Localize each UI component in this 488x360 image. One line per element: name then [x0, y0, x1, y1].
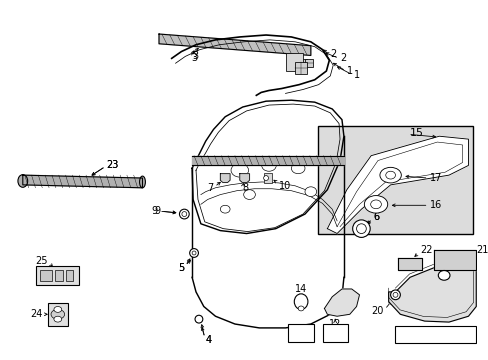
Text: 10: 10 [278, 181, 290, 191]
Bar [48, 303, 67, 326]
Ellipse shape [370, 200, 381, 209]
Text: 3: 3 [191, 53, 197, 63]
Text: 15: 15 [409, 128, 423, 138]
Bar [55, 270, 62, 281]
Polygon shape [159, 34, 310, 55]
Text: 24: 24 [30, 309, 42, 319]
Text: 20: 20 [371, 306, 383, 316]
Bar [305, 59, 312, 67]
Text: 6: 6 [372, 212, 379, 222]
Ellipse shape [291, 163, 305, 174]
Ellipse shape [263, 176, 268, 180]
Bar [264, 173, 271, 183]
Text: 22: 22 [419, 245, 431, 255]
Bar [322, 324, 347, 342]
Text: 9: 9 [154, 206, 160, 216]
Ellipse shape [54, 316, 61, 322]
Text: 13: 13 [294, 333, 306, 343]
Bar [295, 62, 306, 74]
Polygon shape [220, 174, 229, 183]
Bar [36, 266, 79, 285]
Text: 2: 2 [339, 53, 346, 63]
Polygon shape [326, 136, 468, 234]
Ellipse shape [437, 270, 449, 280]
Ellipse shape [298, 306, 304, 311]
Text: 8: 8 [242, 183, 248, 193]
Ellipse shape [18, 175, 28, 187]
Ellipse shape [51, 310, 64, 319]
Ellipse shape [379, 167, 401, 183]
Bar [317, 126, 472, 234]
Bar [288, 324, 313, 342]
Ellipse shape [179, 209, 189, 219]
Bar [285, 54, 303, 71]
Text: 9: 9 [151, 206, 157, 216]
Ellipse shape [261, 159, 276, 171]
Bar [299, 59, 306, 67]
Bar [40, 270, 52, 281]
Text: 18: 18 [429, 333, 442, 343]
Ellipse shape [305, 187, 316, 197]
Ellipse shape [182, 212, 186, 216]
Polygon shape [239, 174, 249, 183]
Text: 4: 4 [205, 334, 211, 345]
Ellipse shape [230, 163, 248, 177]
Ellipse shape [54, 306, 61, 312]
Ellipse shape [192, 251, 196, 255]
Text: 14: 14 [294, 284, 306, 294]
Text: 3: 3 [192, 51, 198, 62]
Text: 11: 11 [328, 333, 341, 343]
Ellipse shape [385, 171, 395, 179]
Text: 21: 21 [475, 245, 488, 255]
Text: 19: 19 [458, 265, 470, 275]
Text: 2: 2 [329, 49, 336, 59]
Polygon shape [388, 266, 475, 322]
Bar [65, 270, 73, 281]
Text: 6: 6 [372, 212, 379, 222]
Polygon shape [433, 250, 475, 270]
Text: 5: 5 [178, 262, 184, 273]
Text: 1: 1 [346, 66, 352, 76]
Polygon shape [324, 289, 359, 316]
Text: 5: 5 [178, 262, 184, 273]
Text: 1: 1 [353, 70, 359, 80]
Ellipse shape [352, 220, 369, 237]
Ellipse shape [364, 195, 387, 213]
Ellipse shape [195, 315, 203, 323]
Ellipse shape [392, 292, 397, 297]
Polygon shape [23, 175, 142, 188]
Ellipse shape [294, 294, 307, 310]
Polygon shape [192, 156, 343, 165]
Ellipse shape [139, 176, 145, 188]
Text: 4: 4 [205, 334, 211, 345]
Text: 23: 23 [106, 161, 119, 170]
Ellipse shape [189, 249, 198, 257]
Text: 7: 7 [207, 183, 213, 193]
Bar [395, 326, 475, 343]
Ellipse shape [243, 190, 255, 199]
Text: 12: 12 [328, 319, 341, 329]
Polygon shape [398, 258, 421, 270]
Text: 23: 23 [106, 161, 119, 170]
Ellipse shape [220, 205, 229, 213]
Text: 17: 17 [428, 173, 441, 183]
Text: 16: 16 [428, 200, 441, 210]
Ellipse shape [356, 224, 366, 234]
Text: 25: 25 [36, 256, 48, 266]
Ellipse shape [390, 290, 400, 300]
